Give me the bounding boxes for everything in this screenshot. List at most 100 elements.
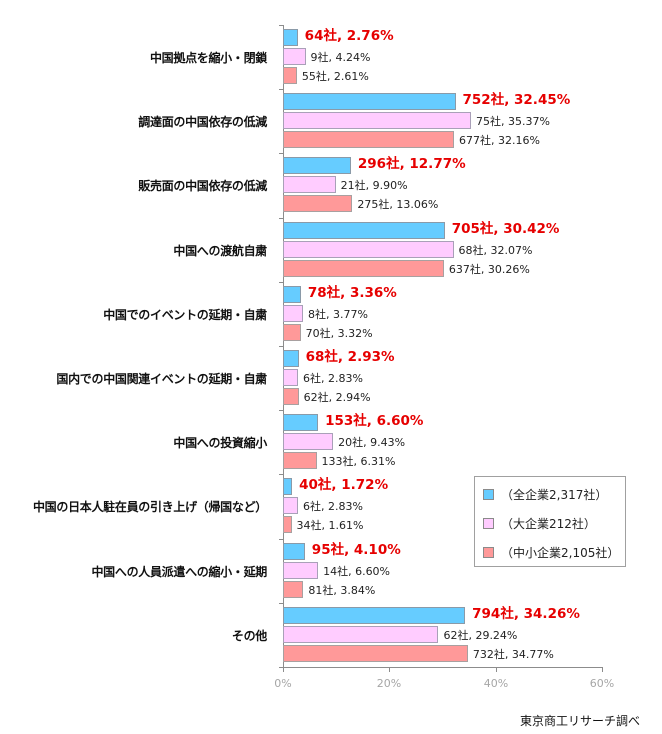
legend-swatch-all [483, 489, 494, 500]
y-axis-tick [279, 603, 283, 604]
data-label-sme-companies: 732社, 34.77% [472, 648, 554, 661]
bar-sme-companies [283, 581, 304, 598]
data-label-large-companies: 62社, 29.24% [443, 629, 518, 642]
data-label-large-companies: 6社, 2.83% [303, 500, 363, 513]
bar-large-companies [283, 305, 304, 322]
x-axis-tick-label: 0% [274, 677, 292, 690]
legend-item-large: （大企業212社） [483, 515, 596, 532]
bar-large-companies [283, 626, 439, 643]
category-label: 国内での中国関連イベントの延期・自粛 [56, 372, 267, 386]
bar-large-companies [283, 369, 299, 386]
x-axis-tick-label: 40% [483, 677, 509, 690]
bar-large-companies [283, 48, 306, 65]
bar-all-companies [283, 29, 298, 46]
data-label-large-companies: 6社, 2.83% [303, 372, 363, 385]
y-axis-tick [279, 346, 283, 347]
x-axis-tick [389, 667, 390, 672]
bar-all-companies [283, 543, 305, 560]
data-label-large-companies: 20社, 9.43% [338, 436, 406, 449]
data-label-large-companies: 8社, 3.77% [308, 308, 368, 321]
legend-swatch-large [483, 518, 494, 529]
category-label: 販売面の中国依存の低減 [138, 179, 267, 193]
data-label-large-companies: 9社, 4.24% [310, 51, 371, 64]
bar-large-companies [283, 562, 319, 579]
data-label-sme-companies: 62社, 2.94% [303, 391, 371, 404]
x-axis-tick [283, 667, 284, 672]
y-axis-tick [279, 25, 283, 26]
category-label: その他 [231, 629, 267, 643]
y-axis-tick [279, 410, 283, 411]
y-axis-tick [279, 218, 283, 219]
data-label-all-companies: 40社, 1.72% [299, 477, 389, 493]
legend-item-all: （全企業2,317社） [483, 486, 607, 503]
data-label-sme-companies: 275社, 13.06% [357, 198, 439, 211]
bar-all-companies [283, 350, 299, 367]
data-label-large-companies: 21社, 9.90% [340, 179, 408, 192]
data-label-large-companies: 68社, 32.07% [458, 244, 533, 257]
data-label-sme-companies: 133社, 6.31% [321, 455, 396, 468]
legend-label-all: （全企業2,317社） [501, 488, 608, 502]
x-axis-tick-label: 20% [376, 677, 402, 690]
bar-sme-companies [283, 452, 317, 469]
data-label-all-companies: 95社, 4.10% [311, 542, 401, 558]
bar-large-companies [283, 433, 334, 450]
y-axis-tick [279, 153, 283, 154]
bar-sme-companies [283, 388, 299, 405]
data-label-sme-companies: 677社, 32.16% [458, 134, 540, 147]
y-axis-tick [279, 539, 283, 540]
bar-large-companies [283, 497, 299, 514]
data-label-all-companies: 64社, 2.76% [304, 28, 394, 44]
bar-sme-companies [283, 131, 454, 148]
legend: （全企業2,317社） （大企業212社） （中小企業2,105社） [474, 476, 626, 567]
bar-sme-companies [283, 645, 468, 662]
bar-all-companies [283, 222, 445, 239]
data-label-large-companies: 75社, 35.37% [476, 115, 550, 128]
bar-all-companies [283, 478, 293, 495]
bar-all-companies [283, 607, 466, 624]
data-label-sme-companies: 81社, 3.84% [308, 584, 376, 597]
bar-all-companies [283, 414, 319, 431]
legend-item-sme: （中小企業2,105社） [483, 544, 619, 561]
category-label: 中国への人員派遣への縮小・延期 [91, 565, 267, 579]
legend-label-large: （大企業212社） [501, 517, 596, 531]
y-axis-tick [279, 282, 283, 283]
data-label-sme-companies: 55社, 2.61% [301, 70, 369, 83]
category-label: 中国への投資縮小 [173, 436, 267, 450]
bar-sme-companies [283, 260, 444, 277]
category-label: 中国の日本人駐在員の引き上げ（帰国など） [32, 500, 267, 514]
y-axis-tick [279, 474, 283, 475]
category-label: 調達面の中国依存の低減 [138, 115, 267, 129]
data-label-sme-companies: 70社, 3.32% [305, 327, 373, 340]
x-axis-tick [602, 667, 603, 672]
bar-large-companies [283, 176, 336, 193]
bar-sme-companies [283, 516, 292, 533]
source-note: 東京商工リサーチ調べ [519, 714, 640, 728]
bar-sme-companies [283, 324, 301, 341]
data-label-all-companies: 78社, 3.36% [307, 285, 397, 301]
legend-label-sme: （中小企業2,105社） [501, 546, 620, 560]
x-axis-line [283, 667, 603, 668]
x-axis-tick-label: 60% [589, 677, 615, 690]
data-label-all-companies: 752社, 32.45% [462, 92, 571, 108]
category-label: 中国でのイベントの延期・自粛 [103, 308, 267, 322]
legend-swatch-sme [483, 547, 494, 558]
y-axis-tick [279, 667, 283, 668]
data-label-all-companies: 296社, 12.77% [357, 156, 466, 172]
bar-large-companies [283, 241, 454, 258]
bar-sme-companies [283, 195, 353, 212]
y-axis-tick [279, 89, 283, 90]
category-label: 中国拠点を縮小・閉鎖 [149, 51, 267, 65]
data-label-large-companies: 14社, 6.60% [323, 565, 391, 578]
bar-all-companies [283, 157, 351, 174]
data-label-all-companies: 68社, 2.93% [305, 349, 395, 365]
bar-sme-companies [283, 67, 297, 84]
bar-large-companies [283, 112, 472, 129]
bar-all-companies [283, 93, 456, 110]
category-label: 中国への渡航自粛 [173, 244, 267, 258]
data-label-sme-companies: 637社, 30.26% [448, 263, 530, 276]
data-label-all-companies: 794社, 34.26% [472, 606, 580, 622]
data-label-all-companies: 705社, 30.42% [451, 221, 560, 237]
y-axis-line [283, 25, 284, 667]
bar-all-companies [283, 286, 301, 303]
